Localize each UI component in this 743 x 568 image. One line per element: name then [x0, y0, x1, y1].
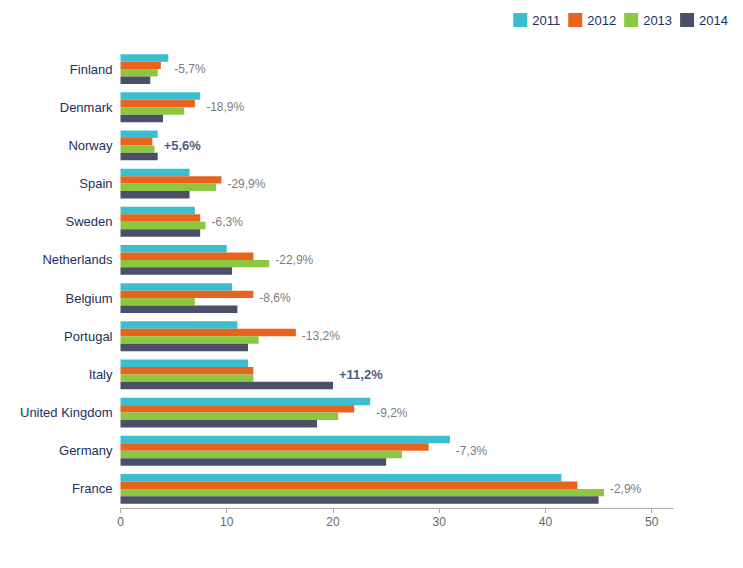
svg-text:-18,9%: -18,9% — [206, 100, 244, 114]
svg-text:40: 40 — [539, 515, 553, 529]
svg-text:United Kingdom: United Kingdom — [20, 405, 113, 420]
svg-text:2013: 2013 — [643, 13, 672, 28]
svg-text:Italy: Italy — [89, 367, 113, 382]
svg-text:30: 30 — [433, 515, 447, 529]
svg-text:Denmark: Denmark — [60, 100, 113, 115]
svg-text:Portugal: Portugal — [64, 329, 113, 344]
svg-text:20: 20 — [326, 515, 340, 529]
svg-text:Sweden: Sweden — [66, 214, 113, 229]
svg-text:50: 50 — [645, 515, 659, 529]
svg-text:2012: 2012 — [587, 13, 616, 28]
svg-text:Germany: Germany — [59, 443, 113, 458]
svg-text:-13,2%: -13,2% — [302, 329, 340, 343]
svg-text:0: 0 — [117, 515, 124, 529]
svg-text:-29,9%: -29,9% — [227, 177, 265, 191]
svg-text:+5,6%: +5,6% — [164, 138, 202, 153]
svg-text:Netherlands: Netherlands — [42, 252, 113, 267]
svg-text:2011: 2011 — [532, 13, 560, 28]
svg-text:-7,3%: -7,3% — [456, 444, 488, 458]
svg-text:-5,7%: -5,7% — [174, 62, 206, 76]
svg-text:Norway: Norway — [68, 138, 113, 153]
svg-text:Spain: Spain — [79, 176, 112, 191]
svg-text:-22,9%: -22,9% — [275, 253, 313, 267]
svg-text:2014: 2014 — [699, 13, 728, 28]
svg-text:+11,2%: +11,2% — [339, 367, 383, 382]
svg-text:Finland: Finland — [70, 62, 113, 77]
svg-text:-8,6%: -8,6% — [259, 291, 291, 305]
svg-text:-6,3%: -6,3% — [211, 215, 243, 229]
svg-text:-9,2%: -9,2% — [376, 406, 408, 420]
svg-text:-2,9%: -2,9% — [610, 482, 642, 496]
svg-text:10: 10 — [220, 515, 234, 529]
svg-text:Belgium: Belgium — [66, 291, 113, 306]
svg-text:France: France — [72, 481, 112, 496]
